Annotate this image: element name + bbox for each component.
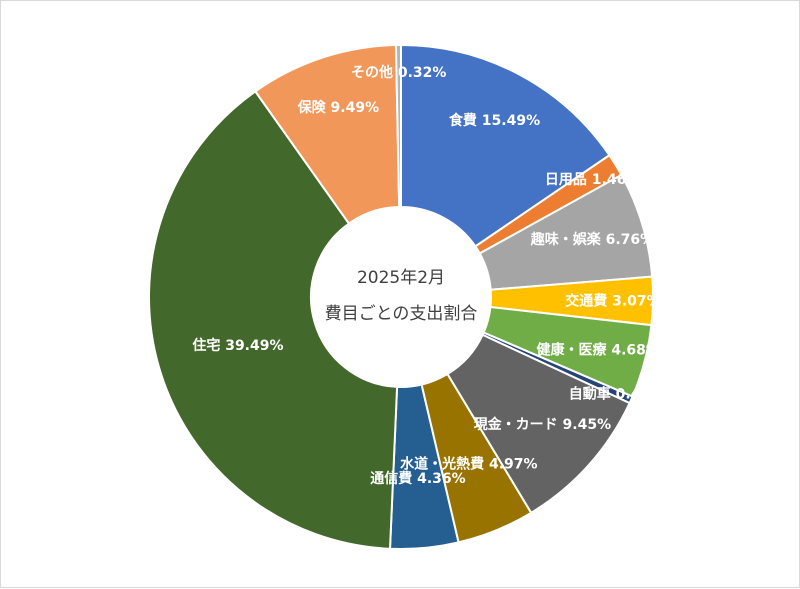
slice-label-6: 自動車 0.45% [569, 385, 664, 402]
labels-layer: 食費 15.49% 日用品 1.46% 趣味・娯楽 6.76% 交通費 3.07% 健康… [192, 64, 664, 487]
slice-label-5: 健康・医療 4.68% [536, 341, 659, 358]
donut-hole [311, 207, 491, 387]
slice-label-7: 現金・カード 9.45% [474, 416, 611, 433]
slice-label-12: その他 0.32% [351, 64, 446, 81]
slice-label-1: 食費 15.49% [449, 112, 540, 129]
slice-label-2: 日用品 1.46% [545, 172, 640, 188]
chart-title: 2025年2月 [357, 268, 445, 288]
slice-label-8: 水道・光熱費 4.97% [400, 456, 537, 473]
slice-label-4: 交通費 3.07% [565, 292, 660, 309]
chart-subtitle: 費目ごとの支出割合 [325, 304, 478, 324]
slice-label-10: 住宅 39.49% [192, 337, 283, 354]
slice-label-11: 保険 9.49% [297, 99, 379, 116]
slice-label-3: 趣味・娯楽 6.76% [530, 231, 654, 248]
slice-label-9: 通信費 4.36% [370, 470, 465, 487]
